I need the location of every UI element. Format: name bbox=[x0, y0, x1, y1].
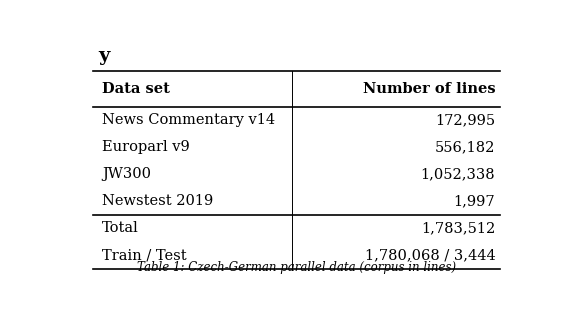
Text: 1,052,338: 1,052,338 bbox=[421, 167, 495, 181]
Text: Table 1: Czech-German parallel data (corpus in lines): Table 1: Czech-German parallel data (cor… bbox=[137, 261, 456, 274]
Text: Newstest 2019: Newstest 2019 bbox=[102, 194, 213, 208]
Text: 172,995: 172,995 bbox=[435, 114, 495, 128]
Text: 1,783,512: 1,783,512 bbox=[421, 221, 495, 235]
Text: News Commentary v14: News Commentary v14 bbox=[102, 114, 275, 128]
Text: Number of lines: Number of lines bbox=[363, 82, 495, 96]
Text: JW300: JW300 bbox=[102, 167, 151, 181]
Text: Europarl v9: Europarl v9 bbox=[102, 141, 190, 154]
Text: Train / Test: Train / Test bbox=[102, 248, 187, 263]
Text: 1,997: 1,997 bbox=[454, 194, 495, 208]
Text: 1,780,068 / 3,444: 1,780,068 / 3,444 bbox=[365, 248, 495, 263]
Text: Total: Total bbox=[102, 221, 139, 235]
Text: Data set: Data set bbox=[102, 82, 170, 96]
Text: y: y bbox=[98, 46, 109, 64]
Text: 556,182: 556,182 bbox=[435, 141, 495, 154]
